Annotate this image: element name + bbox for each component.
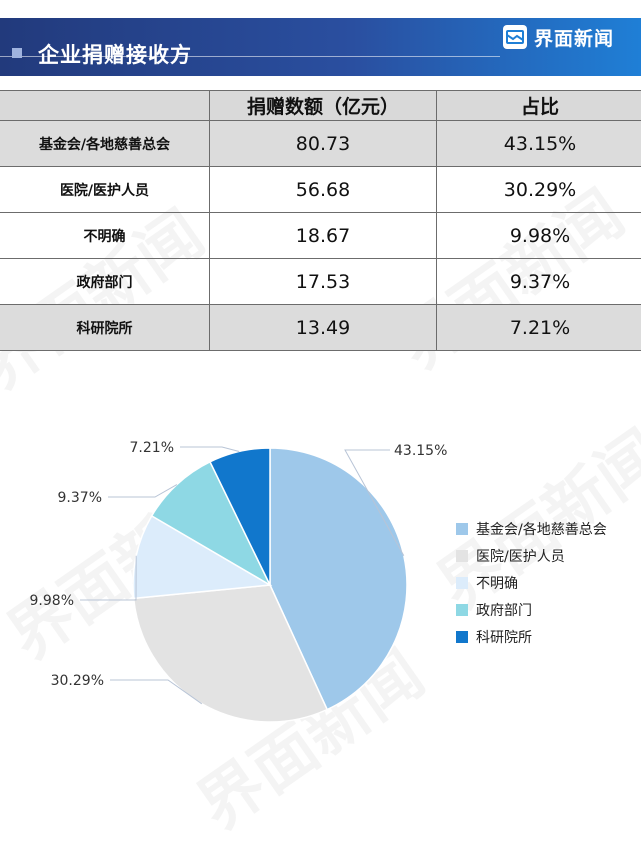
amount-cell: 80.73: [210, 121, 437, 167]
share-cell: 7.21%: [437, 305, 641, 351]
data-label: 43.15%: [394, 443, 447, 459]
data-label: 9.37%: [58, 490, 102, 506]
share-cell: 43.15%: [437, 121, 641, 167]
amount-cell: 18.67: [210, 213, 437, 259]
recipient-cell: 政府部门: [0, 259, 210, 305]
table-row: 科研院所 13.49 7.21%: [0, 305, 641, 351]
legend-swatch: [456, 523, 468, 535]
data-label: 9.98%: [30, 593, 74, 609]
legend-swatch: [456, 550, 468, 562]
data-label: 7.21%: [130, 440, 174, 456]
amount-cell: 56.68: [210, 167, 437, 213]
jiemian-logo-icon: [502, 24, 528, 50]
table-header-row: 捐赠数额（亿元） 占比: [0, 91, 641, 121]
legend-label: 政府部门: [476, 603, 532, 619]
table-row: 基金会/各地慈善总会 80.73 43.15%: [0, 121, 641, 167]
legend-label: 医院/医护人员: [476, 549, 565, 565]
legend-swatch: [456, 631, 468, 643]
table-row: 政府部门 17.53 9.37%: [0, 259, 641, 305]
column-header: 捐赠数额（亿元）: [210, 91, 437, 121]
share-cell: 9.98%: [437, 213, 641, 259]
share-cell: 30.29%: [437, 167, 641, 213]
pie-chart: 43.15% 30.29% 9.98% 9.37% 7.21% 基金会/各地慈善总会医院/…: [0, 380, 641, 780]
legend-swatch: [456, 604, 468, 616]
column-header: 占比: [437, 91, 641, 121]
page-title: 企业捐赠接收方: [38, 42, 192, 68]
title-marker-icon: [12, 48, 22, 58]
legend-swatch: [456, 577, 468, 589]
recipient-cell: 医院/医护人员: [0, 167, 210, 213]
legend-label: 科研院所: [476, 630, 532, 646]
legend-label: 不明确: [476, 576, 518, 592]
data-label: 30.29%: [51, 673, 104, 689]
column-header: [0, 91, 210, 121]
table-row: 医院/医护人员 56.68 30.29%: [0, 167, 641, 213]
amount-cell: 13.49: [210, 305, 437, 351]
leader-line: [80, 556, 136, 600]
recipient-cell: 不明确: [0, 213, 210, 259]
recipient-cell: 科研院所: [0, 305, 210, 351]
brand-name: 界面新闻: [534, 24, 614, 51]
donation-table: 捐赠数额（亿元） 占比 基金会/各地慈善总会 80.73 43.15% 医院/医…: [0, 90, 641, 351]
legend-label: 基金会/各地慈善总会: [476, 521, 607, 538]
brand-logo: 界面新闻: [502, 22, 614, 52]
amount-cell: 17.53: [210, 259, 437, 305]
table-row: 不明确 18.67 9.98%: [0, 213, 641, 259]
recipient-cell: 基金会/各地慈善总会: [0, 121, 210, 167]
share-cell: 9.37%: [437, 259, 641, 305]
leader-line: [180, 447, 239, 451]
